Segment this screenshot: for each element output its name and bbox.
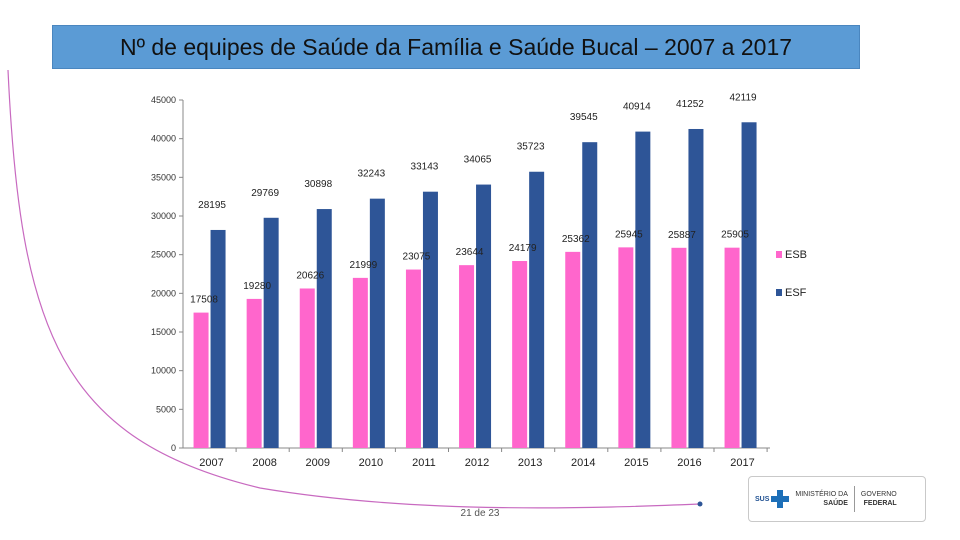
data-label-esf: 40914 [623,102,651,113]
logo-divider [853,486,855,512]
y-tick-label: 25000 [151,250,176,260]
y-tick-label: 0 [171,443,176,453]
government-name: GOVERNO FEDERAL [861,490,897,508]
data-label-esb: 25905 [721,230,749,241]
bar-esb-2014 [565,251,581,448]
slide-title: Nº de equipes de Saúde da Família e Saúd… [119,33,793,60]
data-label-esb: 17508 [190,295,218,306]
y-tick-label: 45000 [151,95,176,105]
data-label-esb: 25887 [668,230,696,241]
bar-esf-2007 [210,229,226,448]
bar-esf-2016 [688,128,704,448]
data-label-esf: 33143 [411,162,439,173]
bar-esf-2015 [635,131,651,449]
x-tick-label: 2010 [359,457,383,469]
legend-swatch-esf [776,289,782,296]
legend-label-esb: ESB [785,249,807,261]
bar-esf-2010 [369,198,385,448]
legend-label-esf: ESF [785,287,807,299]
bar-esf-2009 [316,209,332,448]
x-tick-label: 2016 [677,457,701,469]
x-tick-label: 2014 [571,457,595,469]
gov-line2: FEDERAL [863,500,897,507]
data-label-esb: 23644 [456,247,484,258]
y-tick-label: 20000 [151,288,176,298]
data-label-esb: 20626 [296,270,324,281]
gov-line1: GOVERNO [860,491,897,498]
bar-esf-2013 [529,171,545,448]
data-label-esb: 23075 [403,252,431,263]
sus-logo-text: SUS [755,495,770,503]
data-label-esf: 30898 [304,179,332,190]
x-tick-label: 2013 [518,457,542,469]
data-label-esf: 29769 [251,188,279,199]
bar-esb-2009 [299,288,315,448]
bar-esf-2008 [263,217,279,448]
data-label-esb: 19280 [243,281,271,292]
title-banner: Nº de equipes de Saúde da Família e Saúd… [52,25,860,69]
y-tick-label: 35000 [151,172,176,182]
bar-esb-2015 [618,247,634,448]
bar-esb-2008 [246,298,262,448]
y-tick-label: 30000 [151,211,176,221]
data-label-esf: 42119 [730,92,758,103]
data-label-esb: 24179 [509,243,537,254]
bar-esb-2011 [405,269,421,448]
bar-esb-2017 [724,247,740,448]
ministry-line2: SAÚDE [823,500,848,507]
data-label-esf: 39545 [570,112,598,123]
x-tick-label: 2009 [306,457,330,469]
x-tick-label: 2007 [199,457,223,469]
y-tick-label: 15000 [151,327,176,337]
data-label-esf: 28195 [198,200,226,211]
ministry-line1: MINISTÉRIO DA [795,491,848,498]
data-label-esf: 34065 [464,155,492,166]
ministry-name: MINISTÉRIO DA SAÚDE [795,490,848,508]
legend-swatch-esb [776,251,782,258]
bar-esf-2017 [741,122,757,449]
data-label-esb: 21999 [349,260,377,271]
x-tick-label: 2011 [412,457,436,469]
bar-esf-2011 [422,191,438,448]
data-label-esf: 35723 [517,142,545,153]
bar-esf-2012 [476,184,492,448]
bar-esb-2010 [352,277,368,448]
x-tick-label: 2017 [730,457,754,469]
health-cross-icon [771,490,790,508]
y-tick-label: 5000 [156,404,176,414]
data-label-esf: 41252 [676,99,704,110]
y-tick-label: 10000 [151,366,176,376]
ministry-logo: SUS MINISTÉRIO DA SAÚDE GOVERNO FEDERAL [748,476,926,522]
bar-esb-2012 [459,265,475,448]
x-tick-label: 2015 [624,457,648,469]
bar-esf-2014 [582,142,598,448]
data-label-esb: 25362 [562,234,590,245]
x-tick-label: 2012 [465,457,489,469]
bar-esb-2013 [512,261,528,448]
data-label-esb: 25945 [615,229,643,240]
y-tick-label: 40000 [151,134,176,144]
bar-esb-2007 [193,312,209,448]
bar-esb-2016 [671,247,687,448]
x-tick-label: 2008 [252,457,276,469]
data-label-esf: 32243 [357,169,385,180]
page-number: 21 de 23 [460,508,500,519]
